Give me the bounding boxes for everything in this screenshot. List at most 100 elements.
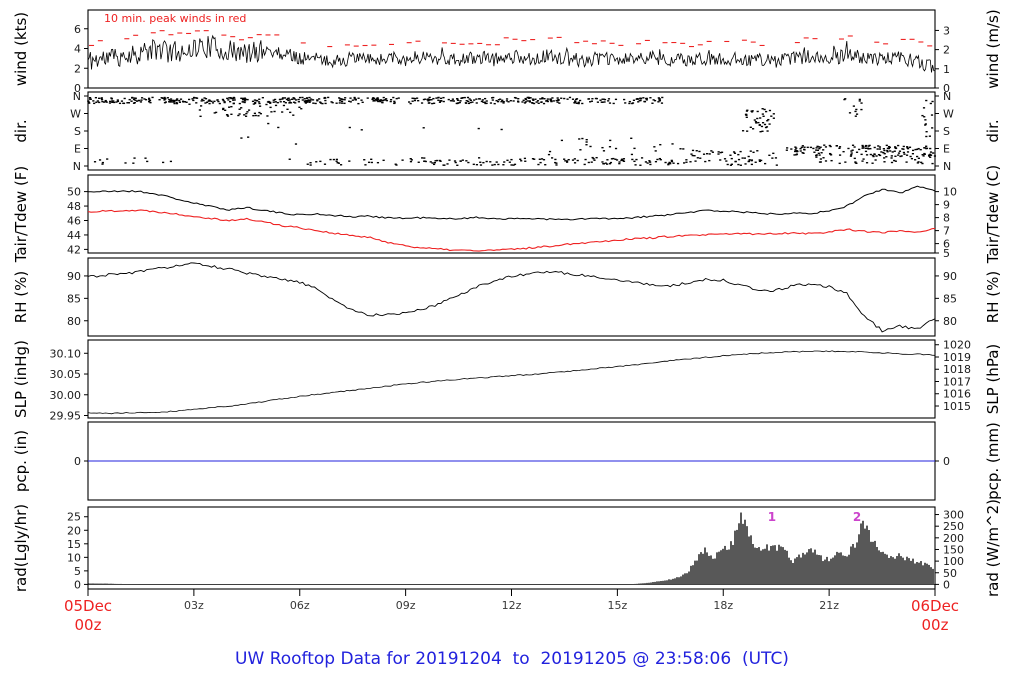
wind-direction-dot [330,101,333,103]
wind-direction-dot [891,151,894,153]
wind-direction-dot [548,150,552,153]
wind-direction-dot [639,164,642,166]
wind-direction-dot [741,130,745,132]
wind-direction-dot [429,161,432,163]
y-tick-label-left: 20 [67,524,81,537]
wind-direction-dot [258,98,261,100]
wind-direction-dot [319,102,323,104]
wind-direction-dot [908,146,912,148]
wind-direction-dot [274,101,277,103]
wind-direction-dot [523,157,527,160]
wind-direction-dot [308,96,311,99]
wind-direction-dot [820,152,823,154]
wind-direction-dot [854,161,857,163]
wind-direction-dot [304,102,307,104]
wind-direction-dot [204,97,208,100]
wind-direction-dot [761,130,764,132]
wind-direction-dot [314,102,317,105]
wind-direction-dot [288,158,291,160]
wind-direction-dot [524,160,527,162]
wind-direction-dot [652,99,655,101]
wind-direction-dot [786,147,789,149]
wind-direction-dot [639,98,643,100]
wind-direction-dot [211,102,215,104]
wind-direction-dot [524,97,527,100]
wind-direction-dot [612,157,615,160]
wind-direction-dot [367,161,371,164]
wind-direction-dot [213,112,216,114]
wind-direction-dot [353,98,356,100]
wind-direction-dot [512,164,515,166]
wind-direction-dot [455,102,458,105]
wind-direction-dot [705,153,709,155]
wind-direction-dot [422,98,426,101]
wind-direction-dot [817,152,820,155]
wind-direction-dot [118,102,122,105]
y-tick-label-right: 85 [943,292,957,305]
wind-direction-dot [555,99,558,102]
wind-direction-dot [238,108,241,110]
wind-direction-dot [536,100,540,102]
wind-direction-dot [539,98,542,100]
wind-direction-dot [855,108,858,111]
wind-direction-dot [349,97,352,99]
wind-direction-dot [835,145,838,147]
wind-direction-dot [475,102,478,104]
wind-direction-dot [532,99,535,101]
wind-direction-dot [479,164,483,166]
wind-direction-dot [914,159,917,161]
wind-direction-dot [244,100,247,102]
wind-direction-dot [768,154,771,156]
wind-direction-dot [520,160,523,162]
wind-direction-dot [595,156,598,159]
wind-direction-dot [354,99,357,101]
wind-direction-dot [409,157,412,160]
wind-direction-dot [899,155,902,158]
wind-direction-dot [633,160,636,163]
wind-direction-dot [393,100,396,103]
wind-direction-dot [100,99,104,101]
wind-direction-dot [750,111,754,113]
wind-direction-dot [745,110,749,112]
wind-direction-dot [242,101,245,103]
wind-direction-dot [819,146,822,148]
wind-direction-dot [565,161,569,163]
wind-direction-dot [537,163,540,166]
wind-direction-dot [630,137,633,139]
wind-direction-dot [374,98,378,101]
wind-direction-dot [606,159,609,161]
wind-direction-dot [237,114,240,117]
wind-direction-dot [348,126,351,129]
wind-direction-dot [818,154,821,156]
wind-direction-dot [309,164,312,166]
wind-direction-dot [925,147,929,150]
wind-direction-dot [828,144,831,147]
wind-direction-dot [531,98,534,100]
wind-direction-dot [693,155,696,157]
wind-direction-dot [601,98,604,100]
wind-direction-dot [850,152,853,154]
wind-direction-dot [218,102,221,105]
wind-direction-dot [502,100,505,103]
y-tick-label-right: 10 [943,186,957,199]
wind-direction-dot [882,151,885,154]
wind-direction-dot [456,164,459,166]
wind-direction-dot [656,158,659,161]
wind-direction-dot [508,161,511,163]
wind-direction-dot [672,162,675,164]
wind-direction-dot [587,98,591,100]
wind-direction-dot [645,99,648,101]
wind-direction-dot [764,126,768,129]
y-tick-label-right: 2 [943,44,950,57]
wind-direction-dot [579,99,582,102]
wind-direction-dot [288,99,291,101]
x-tick-label: 06Dec [911,597,959,615]
wind-direction-dot [178,101,182,103]
wind-direction-dot [602,163,605,165]
wind-direction-dot [767,118,770,121]
wind-direction-dot [409,160,413,163]
wind-direction-dot [886,149,889,152]
wind-direction-dot [695,150,698,152]
wind-direction-dot [903,153,906,155]
